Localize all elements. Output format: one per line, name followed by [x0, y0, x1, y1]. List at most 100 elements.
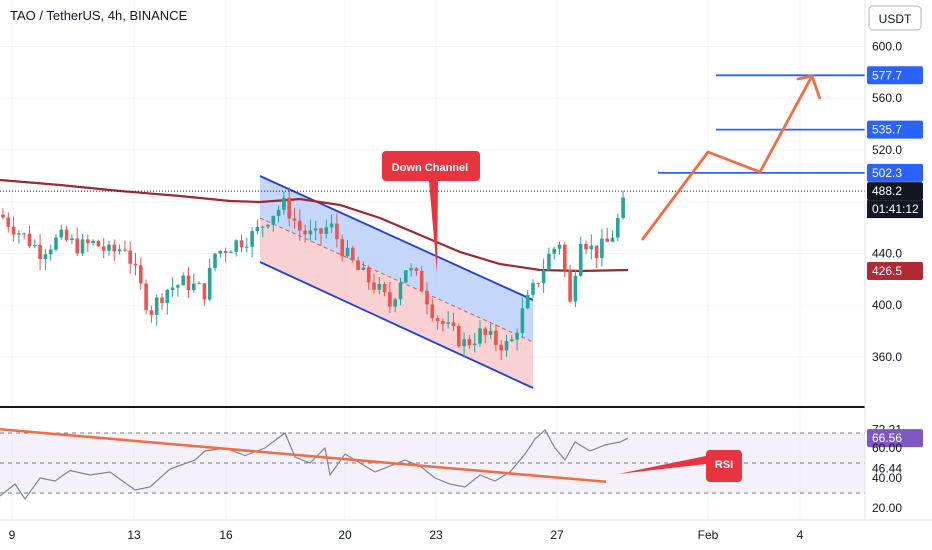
price-tag-1: 535.7 — [872, 123, 902, 137]
candle-body-92 — [488, 330, 493, 335]
candle-body-44 — [234, 240, 238, 252]
candle-body-8 — [43, 254, 48, 259]
pane-separator — [0, 406, 932, 408]
candle-body-43 — [229, 251, 233, 253]
candle-body-38 — [202, 283, 207, 300]
candle-body-101 — [536, 283, 541, 285]
candle-body-94 — [499, 344, 503, 351]
y-tick-2: 440.0 — [872, 246, 902, 260]
candle-body-46 — [245, 246, 249, 248]
candle-body-26 — [139, 265, 143, 284]
price-tag-0: 577.7 — [872, 68, 902, 82]
candle-body-13 — [70, 238, 74, 241]
x-tick-5: 27 — [550, 528, 564, 542]
candle-body-112 — [594, 245, 599, 259]
candle-body-65 — [345, 247, 350, 257]
candle-body-107 — [568, 270, 572, 302]
candle-body-51 — [271, 215, 276, 225]
candle-body-53 — [282, 197, 286, 210]
candle-body-104 — [552, 248, 556, 254]
candle-body-0 — [1, 214, 5, 218]
candle-body-28 — [149, 310, 154, 315]
time-axis-bg — [0, 520, 932, 550]
candle-body-114 — [605, 238, 609, 242]
candle-body-47 — [250, 231, 254, 247]
candle-body-116 — [616, 217, 620, 238]
candle-body-102 — [541, 270, 546, 284]
callout-rsi — [618, 450, 742, 482]
candle-body-56 — [298, 220, 302, 231]
moving-average-line — [0, 178, 629, 273]
callout-down-channel — [382, 151, 480, 273]
rsi-tick-2: 60.00 — [872, 441, 902, 455]
price-tag-bg-3 — [867, 182, 923, 201]
candle-body-83 — [441, 321, 445, 324]
candle-body-61 — [324, 227, 329, 234]
candle-body-69 — [366, 267, 371, 283]
candle-body-70 — [372, 282, 376, 290]
candle-body-39 — [207, 268, 212, 300]
candle-body-32 — [170, 287, 175, 290]
candle-body-93 — [494, 330, 498, 345]
callout-down-channel-text: Down Channel — [392, 162, 468, 174]
candle-body-79 — [419, 270, 424, 291]
candle-body-5 — [27, 233, 32, 247]
candle-body-42 — [223, 250, 228, 253]
candle-body-35 — [186, 275, 191, 291]
candle-body-84 — [446, 322, 450, 324]
projection-arrowhead — [796, 74, 814, 81]
candle-body-2 — [11, 226, 16, 235]
candle-body-78 — [414, 268, 419, 271]
candle-body-50 — [266, 224, 270, 227]
candle-body-55 — [292, 218, 297, 221]
candle-body-9 — [48, 249, 53, 255]
candle-body-27 — [144, 283, 148, 311]
y-tick-1: 400.0 — [872, 298, 902, 312]
y-tick-0: 360.0 — [872, 350, 902, 364]
candle-body-36 — [192, 283, 196, 291]
candle-body-40 — [213, 253, 217, 269]
candle-body-58 — [308, 230, 313, 235]
candle-body-67 — [356, 260, 360, 270]
x-tick-2: 16 — [219, 528, 233, 542]
candle-body-48 — [255, 227, 260, 232]
x-tick-3: 20 — [338, 528, 352, 542]
candle-body-76 — [404, 270, 408, 283]
candle-body-91 — [483, 328, 488, 335]
projection-path — [640, 74, 822, 241]
candle-body-15 — [80, 239, 85, 254]
candle-body-59 — [313, 228, 318, 231]
candle-body-80 — [425, 290, 429, 305]
channel-upper-line — [259, 175, 534, 301]
x-tick-1: 13 — [127, 528, 141, 542]
candle-body-77 — [409, 268, 413, 271]
candle-body-23 — [123, 249, 127, 251]
candle-body-88 — [467, 339, 472, 346]
countdown-bg — [867, 200, 923, 219]
candle-body-97 — [515, 332, 519, 340]
candle-body-66 — [351, 247, 355, 261]
candle-body-108 — [573, 275, 578, 302]
candle-body-113 — [600, 238, 604, 259]
y-tick-3: 520.0 — [872, 143, 902, 157]
price-tag-2: 502.3 — [872, 166, 902, 180]
candle-body-11 — [59, 229, 64, 238]
rsi-trendline — [0, 427, 607, 484]
candle-body-14 — [75, 238, 79, 254]
candle-body-89 — [472, 343, 477, 346]
candle-body-73 — [388, 292, 392, 307]
candle-body-1 — [6, 217, 11, 227]
candle-body-18 — [96, 240, 101, 247]
candle-body-25 — [133, 263, 138, 266]
x-tick-7: 4 — [797, 528, 804, 542]
candle-body-115 — [610, 237, 615, 242]
x-tick-4: 23 — [429, 528, 443, 542]
candle-body-82 — [435, 318, 440, 322]
candle-body-30 — [160, 297, 164, 304]
candle-body-90 — [478, 328, 482, 344]
candle-body-109 — [578, 243, 583, 276]
rsi-tag-bg-1 — [867, 429, 923, 448]
candle-body-49 — [260, 226, 265, 228]
candle-body-86 — [457, 326, 461, 347]
